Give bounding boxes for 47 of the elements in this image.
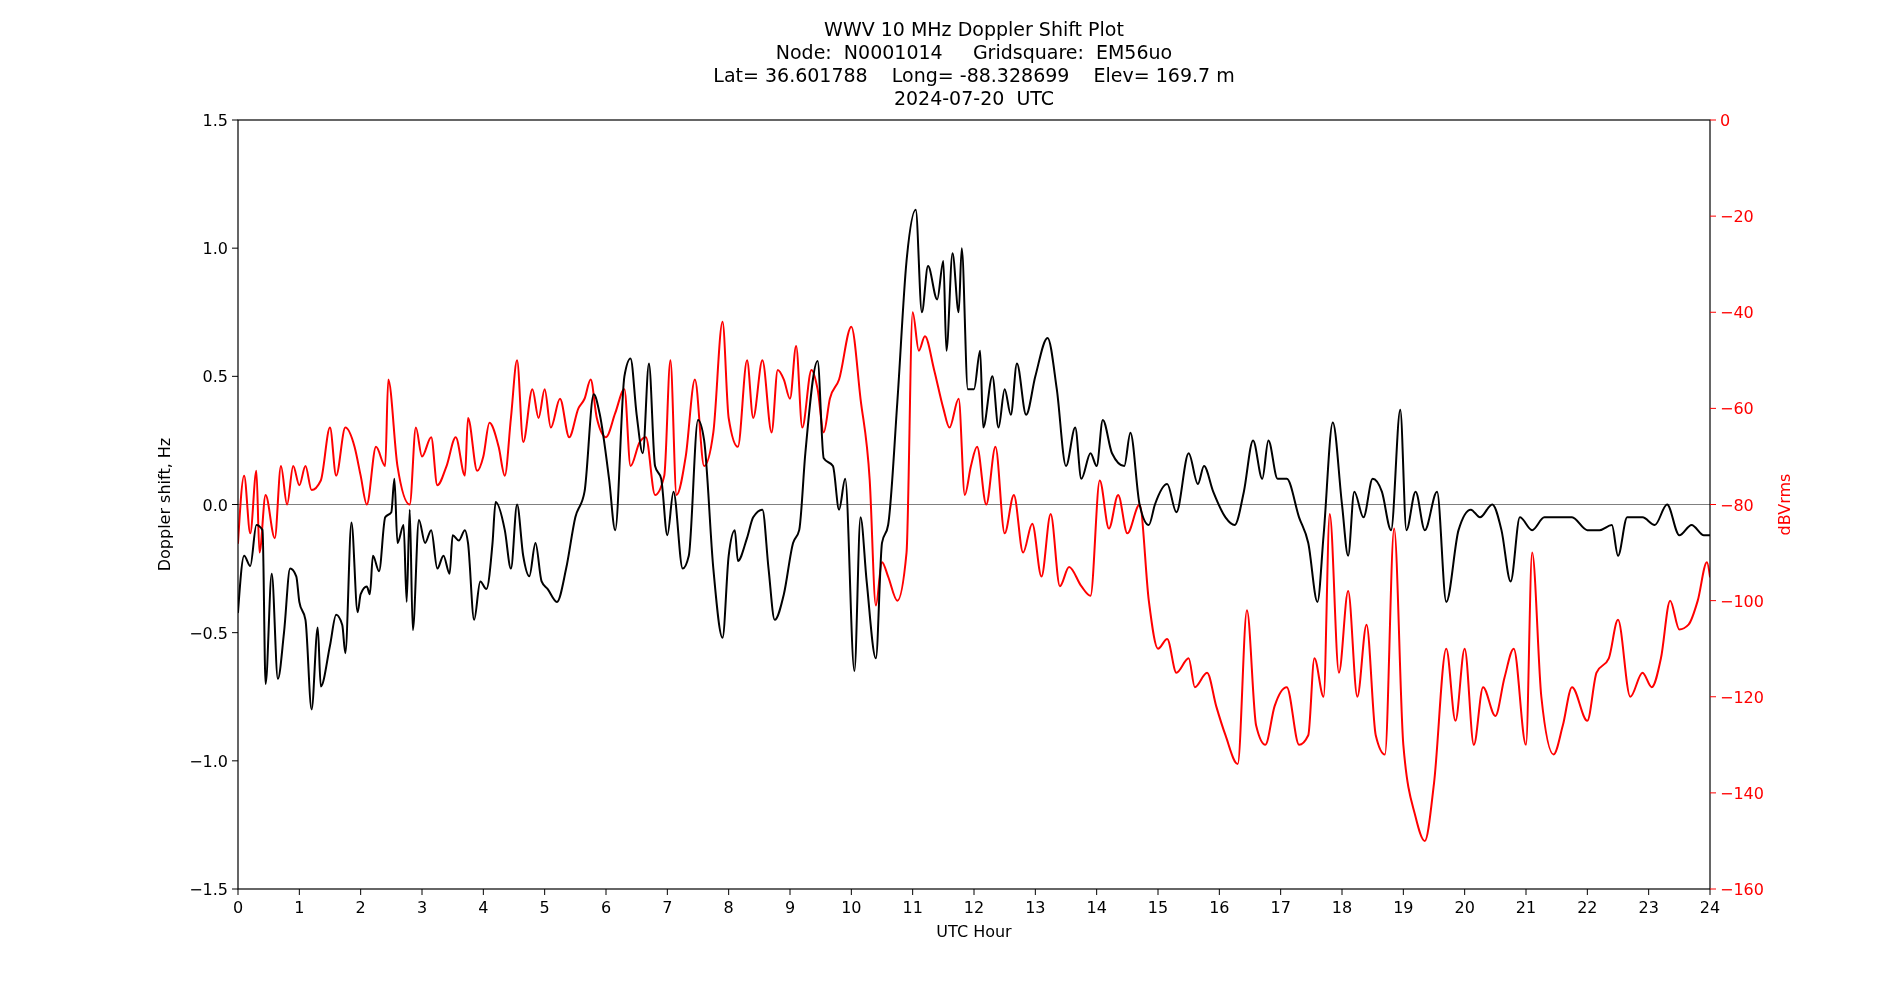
x-tick-label: 17: [1270, 898, 1291, 917]
x-tick-label: 22: [1577, 898, 1598, 917]
x-tick-label: 12: [963, 898, 985, 917]
x-axis-title: UTC Hour: [936, 922, 1013, 941]
y2-axis-title: dBVrms: [1775, 473, 1794, 536]
y-tick-label: 1.5: [202, 111, 228, 130]
y2-tick-label: −20: [1720, 207, 1754, 227]
chart-subtitle: Node: N0001014 Gridsquare: EM56uo Lat= 36.601788 Long= -88.328699 Elev= 169.7 m 2024-07-20 UTC: [713, 41, 1235, 109]
y-tick-label: −1.0: [189, 751, 228, 771]
y-axis-title: Doppler shift, Hz: [155, 437, 174, 572]
x-tick-label: 4: [478, 898, 489, 917]
x-tick-label: 5: [539, 898, 550, 917]
y-tick-label: −1.5: [189, 880, 228, 899]
x-tick-label: 16: [1209, 898, 1230, 917]
x-tick-label: 10: [841, 898, 862, 917]
y2-tick-label: 0: [1720, 111, 1731, 130]
chart-title: WWV 10 MHz Doppler Shift Plot: [824, 18, 1124, 40]
x-tick-label: 6: [600, 898, 612, 917]
x-tick-label: 1: [294, 898, 305, 917]
x-tick-label: 11: [902, 898, 923, 917]
x-tick-label: 3: [416, 898, 428, 917]
y2-tick-label: −160: [1720, 880, 1764, 899]
y-tick-label: 0.5: [202, 367, 228, 387]
x-tick-label: 21: [1515, 898, 1537, 917]
x-tick-label: 13: [1025, 898, 1046, 917]
x-tick-label: 2: [355, 898, 366, 917]
x-tick-label: 20: [1454, 898, 1475, 917]
y2-tick-label: −120: [1720, 687, 1764, 707]
y-tick-label: 1.0: [202, 239, 228, 259]
y2-tick-label: −100: [1720, 591, 1764, 611]
x-tick-label: 18: [1331, 898, 1353, 917]
line-series: [238, 311, 1710, 842]
y-tick-label: 0.0: [202, 495, 228, 515]
y2-tick-label: −80: [1720, 495, 1754, 515]
y2-tick-label: −60: [1720, 399, 1754, 419]
x-tick-label: 19: [1393, 898, 1414, 917]
y-tick-label: −0.5: [189, 623, 228, 643]
x-tick-label: 0: [232, 898, 244, 917]
x-tick-label: 7: [662, 898, 673, 917]
x-tick-label: 14: [1086, 898, 1107, 917]
x-tick-label: 24: [1699, 898, 1721, 917]
x-tick-label: 9: [784, 898, 796, 917]
x-tick-label: 8: [723, 898, 734, 917]
x-tick-label: 15: [1147, 898, 1169, 917]
y2-tick-label: −40: [1720, 303, 1754, 323]
x-tick-label: 23: [1638, 898, 1659, 917]
y2-tick-label: −140: [1720, 783, 1764, 803]
